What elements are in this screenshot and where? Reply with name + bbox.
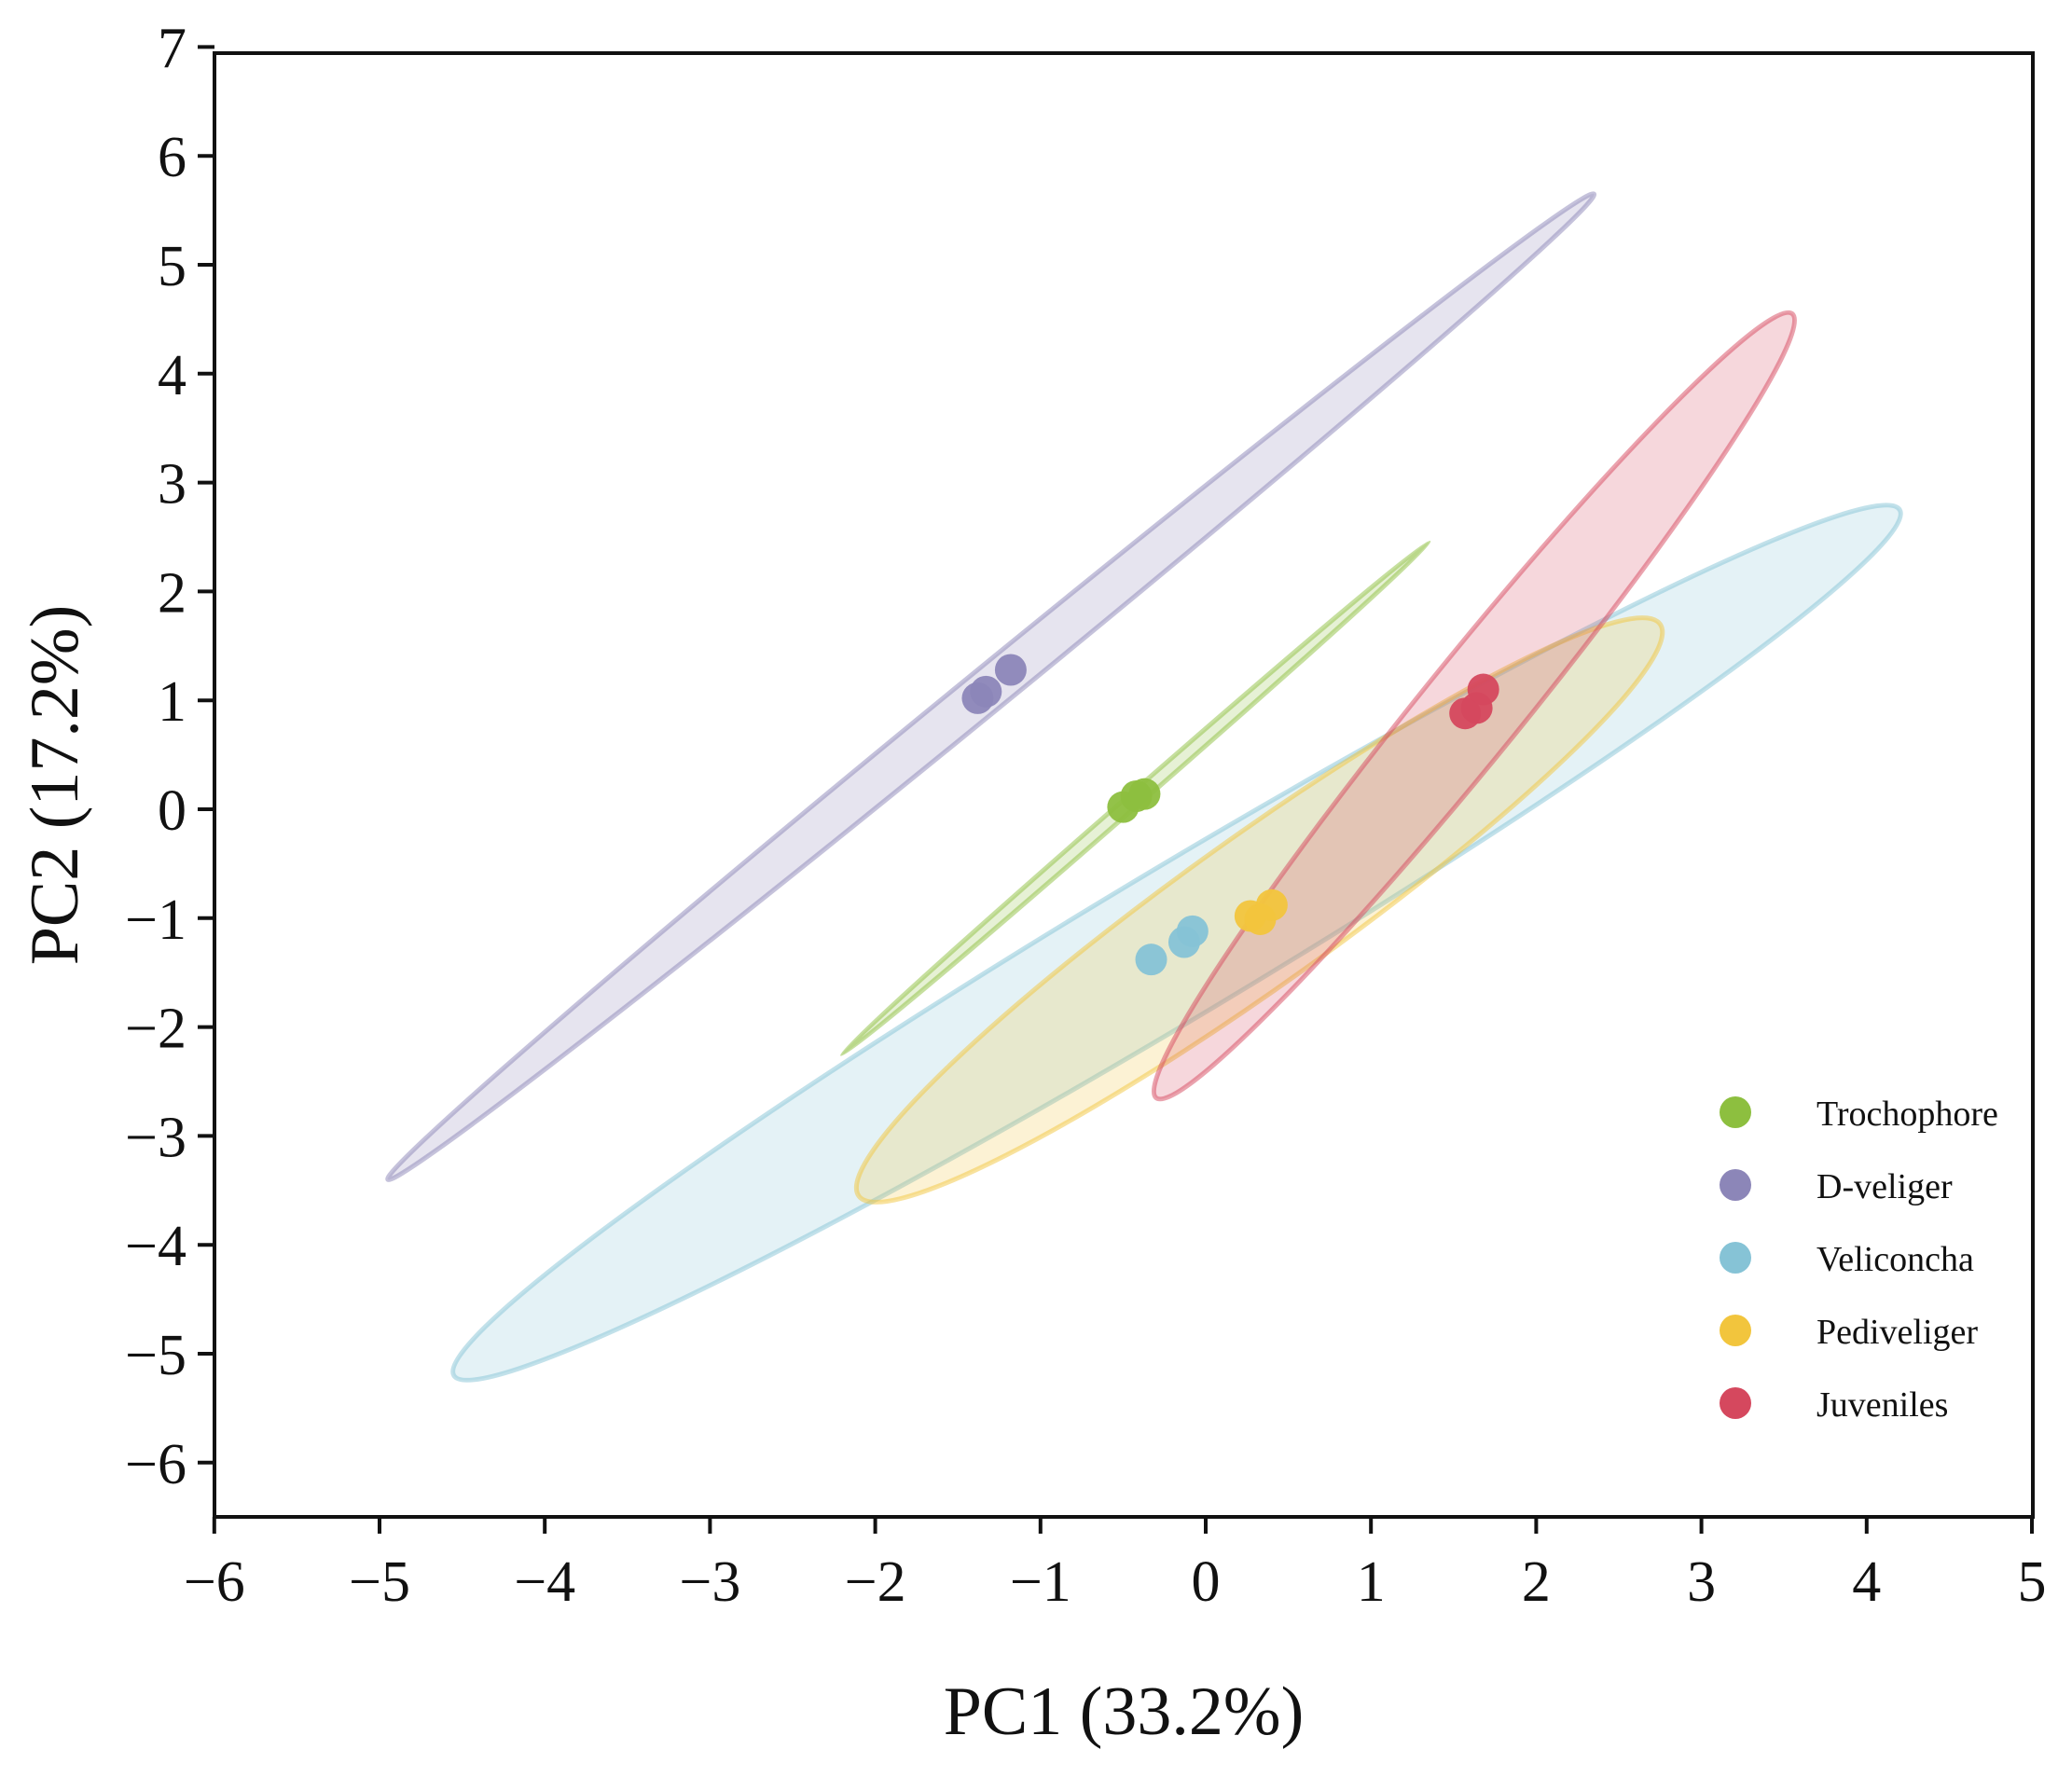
y-tick-label: 5 (158, 235, 186, 298)
legend-label-d-veliger: D-veliger (1816, 1167, 1953, 1206)
legend-marker-juveniles (1720, 1387, 1751, 1419)
y-tick-label: −6 (125, 1433, 186, 1496)
axis-ticks: −6 −5 −4 −3 −2 −1 0 1 2 3 4 5 −6 −5 −4 −3 −2 −1 0 1 2 3 4 5 6 7 (125, 17, 2046, 1614)
legend-label-trochophore: Trochophore (1816, 1095, 1998, 1134)
legend-label-pediveliger: Pediveliger (1816, 1313, 1978, 1352)
y-tick-label: −3 (125, 1106, 186, 1169)
legend-marker-veliconcha (1720, 1242, 1751, 1274)
data-point-juveniles (1467, 673, 1499, 706)
x-tick-label: −2 (845, 1550, 906, 1614)
data-point-trochophore (1128, 778, 1161, 810)
legend-label-veliconcha: Veliconcha (1816, 1240, 1974, 1279)
y-tick-label: −2 (125, 998, 186, 1061)
legend-marker-pediveliger (1720, 1315, 1751, 1346)
x-tick-label: 1 (1357, 1550, 1386, 1614)
data-point-d-veliger (970, 675, 1002, 708)
y-tick-label: 4 (158, 344, 186, 407)
data-point-pediveliger (1255, 888, 1288, 921)
confidence-ellipses (385, 191, 1903, 1383)
x-tick-label: −3 (679, 1550, 740, 1614)
data-point-d-veliger (994, 654, 1027, 686)
legend-marker-trochophore (1720, 1096, 1751, 1128)
x-tick-label: 5 (2018, 1550, 2047, 1614)
x-tick-label: 3 (1687, 1550, 1716, 1614)
x-tick-label: −4 (514, 1550, 575, 1614)
y-tick-label: −1 (125, 888, 186, 952)
data-point-veliconcha (1135, 944, 1167, 976)
x-axis-title: PC1 (33.2%) (944, 1674, 1304, 1750)
legend-marker-d-veliger (1720, 1169, 1751, 1201)
legend-label-juveniles: Juveniles (1816, 1385, 1948, 1425)
y-tick-label: 0 (158, 779, 186, 843)
x-tick-label: 0 (1192, 1550, 1221, 1614)
plot-frame (213, 51, 2035, 1519)
y-tick-label: 6 (158, 126, 186, 189)
y-tick-label: 7 (158, 17, 186, 80)
x-tick-label: 4 (1852, 1550, 1881, 1614)
y-tick-label: 1 (158, 670, 186, 734)
y-tick-label: 3 (158, 453, 186, 517)
y-tick-label: −5 (125, 1324, 186, 1387)
sample-points (961, 654, 1499, 976)
y-axis-title: PC2 (17.2%) (17, 605, 93, 965)
y-tick-label: 2 (158, 561, 186, 625)
x-tick-label: −5 (349, 1550, 410, 1614)
x-tick-label: −1 (1010, 1550, 1071, 1614)
data-point-veliconcha (1176, 915, 1209, 947)
x-tick-label: 2 (1522, 1550, 1551, 1614)
y-tick-label: −4 (125, 1215, 186, 1278)
legend: Trochophore D-veliger Veliconcha Pedivelige… (1720, 1095, 1998, 1425)
x-tick-label: −6 (184, 1550, 245, 1614)
